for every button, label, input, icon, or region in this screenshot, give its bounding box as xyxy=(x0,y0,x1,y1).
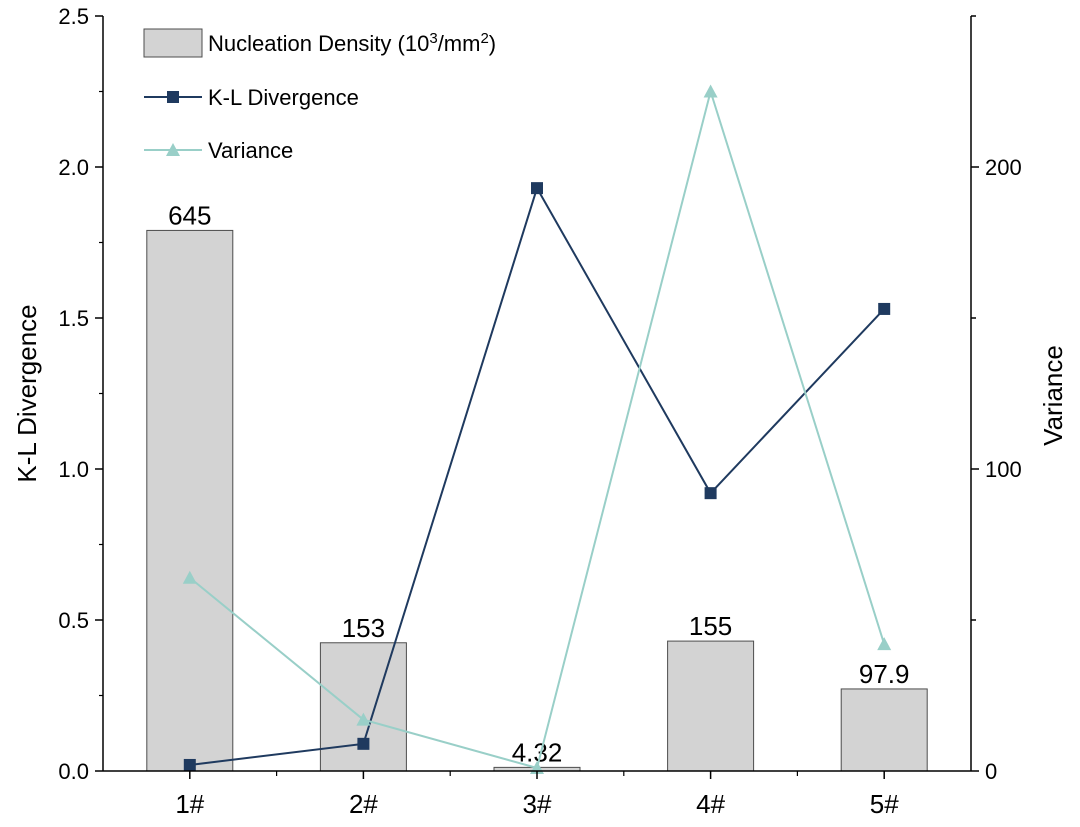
lines-layer xyxy=(182,84,892,774)
data-point xyxy=(356,712,371,726)
data-point xyxy=(703,84,718,98)
data-point xyxy=(357,737,370,750)
y-tick-label: 2.0 xyxy=(58,155,89,180)
y-tick-label: 2.5 xyxy=(58,4,89,29)
bar xyxy=(146,229,234,772)
x-tick-label: 4# xyxy=(696,789,725,819)
bar-value-label: 645 xyxy=(168,200,211,230)
y-tick-label: 0.0 xyxy=(58,759,89,784)
data-point xyxy=(877,637,892,651)
y-tick-label: 1.5 xyxy=(58,306,89,331)
legend-marker xyxy=(167,91,179,103)
legend-swatch-bar xyxy=(143,28,203,58)
bar-value-label: 155 xyxy=(689,611,732,641)
y2-tick-label: 100 xyxy=(985,457,1022,482)
series-line xyxy=(189,185,885,766)
legend: Nucleation Density (103/mm2) K-L Divergen… xyxy=(143,28,496,163)
data-point xyxy=(182,570,197,584)
data-point xyxy=(183,758,196,771)
data-point xyxy=(878,302,891,315)
x-tick-label: 1# xyxy=(175,789,204,819)
x-tick-label: 5# xyxy=(870,789,899,819)
y-axis-title: K-L Divergence xyxy=(12,304,42,482)
y2-axis-title: Variance xyxy=(1038,345,1068,446)
y2-tick-label: 0 xyxy=(985,759,997,784)
legend-label: K-L Divergence xyxy=(208,85,359,110)
bar xyxy=(840,688,928,772)
bar-value-label: 97.9 xyxy=(859,659,910,689)
x-tick-label: 2# xyxy=(349,789,378,819)
bar xyxy=(319,642,407,772)
y2-tick-label: 200 xyxy=(985,155,1022,180)
y-tick-label: 1.0 xyxy=(58,457,89,482)
axes-layer: 0.0 0.5 1.0 1.5 2.0 2.5 0 100 200 1# 2# 3# 4# 5# K-L D… xyxy=(12,4,1068,819)
bar xyxy=(667,640,755,772)
bar-value-label: 153 xyxy=(342,613,385,643)
legend-label: Variance xyxy=(208,138,293,163)
legend-marker xyxy=(166,143,180,156)
data-point xyxy=(531,182,543,195)
x-tick-label: 3# xyxy=(523,789,552,819)
legend-label-bar: Nucleation Density (103/mm2) xyxy=(208,30,496,57)
data-point xyxy=(704,487,717,500)
y-tick-label: 0.5 xyxy=(58,608,89,633)
